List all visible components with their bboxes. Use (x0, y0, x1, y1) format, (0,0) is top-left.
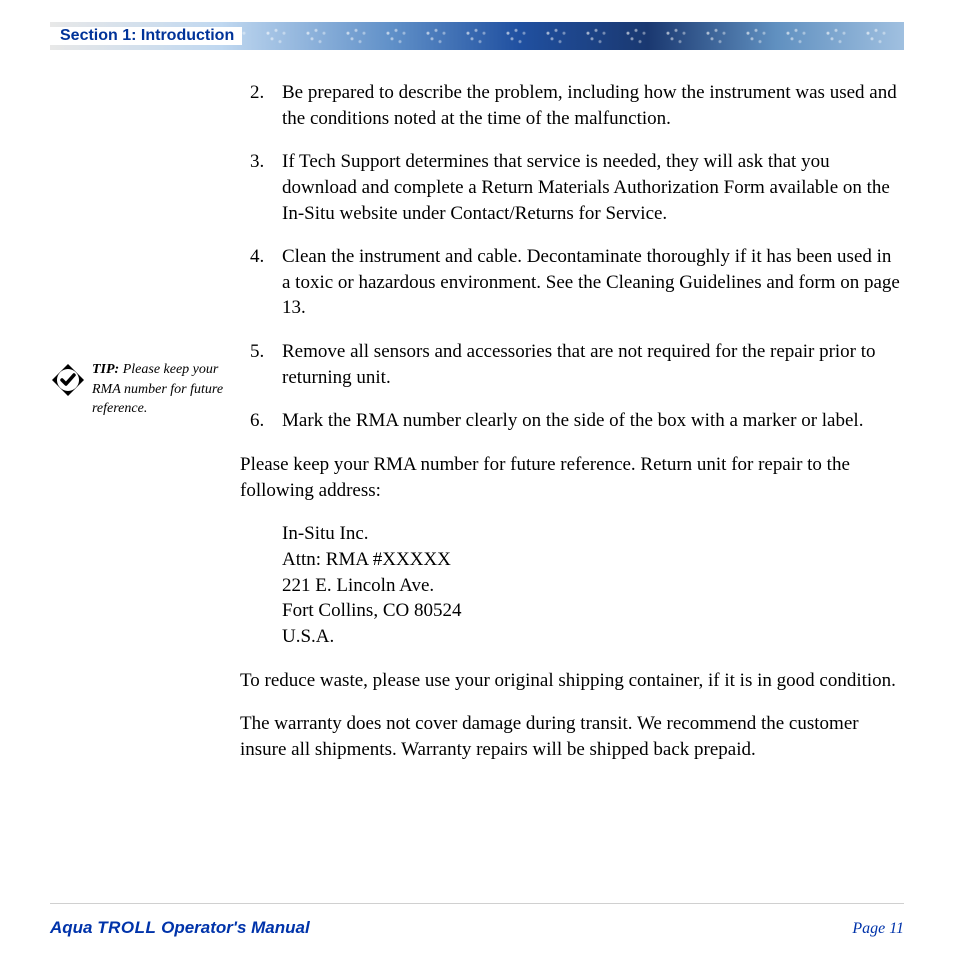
list-number: 4. (240, 244, 282, 321)
numbered-list: 2. Be prepared to describe the problem, … (240, 80, 904, 434)
sidebar: TIP: Please keep your RMA number for fut… (50, 80, 240, 780)
list-text: If Tech Support determines that service … (282, 149, 904, 226)
list-item: 2. Be prepared to describe the problem, … (240, 80, 904, 131)
list-number: 2. (240, 80, 282, 131)
address-line: Attn: RMA #XXXXX (282, 547, 904, 573)
address-line: Fort Collins, CO 80524 (282, 598, 904, 624)
tip-box: TIP: Please keep your RMA number for fut… (50, 360, 225, 419)
paragraph-waste: To reduce waste, please use your origina… (240, 668, 904, 694)
footer: Aqua TROLL Operator's Manual Page 11 (50, 908, 904, 938)
list-number: 6. (240, 408, 282, 434)
page: Section 1: Introduction TIP: Please keep… (0, 22, 954, 976)
list-number: 3. (240, 149, 282, 226)
footer-suffix: Operator's Manual (156, 918, 309, 937)
address-line: U.S.A. (282, 624, 904, 650)
footer-prefix: Aqua (50, 918, 97, 937)
tip-text: TIP: Please keep your RMA number for fut… (92, 360, 225, 419)
tip-label: TIP: (92, 362, 119, 377)
page-number: Page 11 (852, 920, 904, 938)
footer-title: Aqua TROLL Operator's Manual (50, 918, 310, 938)
content-area: TIP: Please keep your RMA number for fut… (50, 80, 904, 780)
list-item: 3. If Tech Support determines that servi… (240, 149, 904, 226)
checkmark-icon (50, 362, 86, 398)
address-block: In-Situ Inc. Attn: RMA #XXXXX 221 E. Lin… (282, 521, 904, 649)
address-line: In-Situ Inc. (282, 521, 904, 547)
list-number: 5. (240, 339, 282, 390)
list-text: Be prepared to describe the problem, inc… (282, 80, 904, 131)
list-item: 4. Clean the instrument and cable. Decon… (240, 244, 904, 321)
list-item: 5. Remove all sensors and accessories th… (240, 339, 904, 390)
header-band: Section 1: Introduction (50, 22, 904, 50)
list-text: Remove all sensors and accessories that … (282, 339, 904, 390)
list-item: 6. Mark the RMA number clearly on the si… (240, 408, 904, 434)
address-line: 221 E. Lincoln Ave. (282, 573, 904, 599)
footer-separator (50, 903, 904, 904)
main-content: 2. Be prepared to describe the problem, … (240, 80, 904, 780)
list-text: Clean the instrument and cable. Decontam… (282, 244, 904, 321)
list-text: Mark the RMA number clearly on the side … (282, 408, 904, 434)
section-title: Section 1: Introduction (50, 27, 242, 45)
footer-brand: TROLL (97, 918, 156, 937)
paragraph-rma-note: Please keep your RMA number for future r… (240, 452, 904, 503)
paragraph-warranty: The warranty does not cover damage durin… (240, 711, 904, 762)
